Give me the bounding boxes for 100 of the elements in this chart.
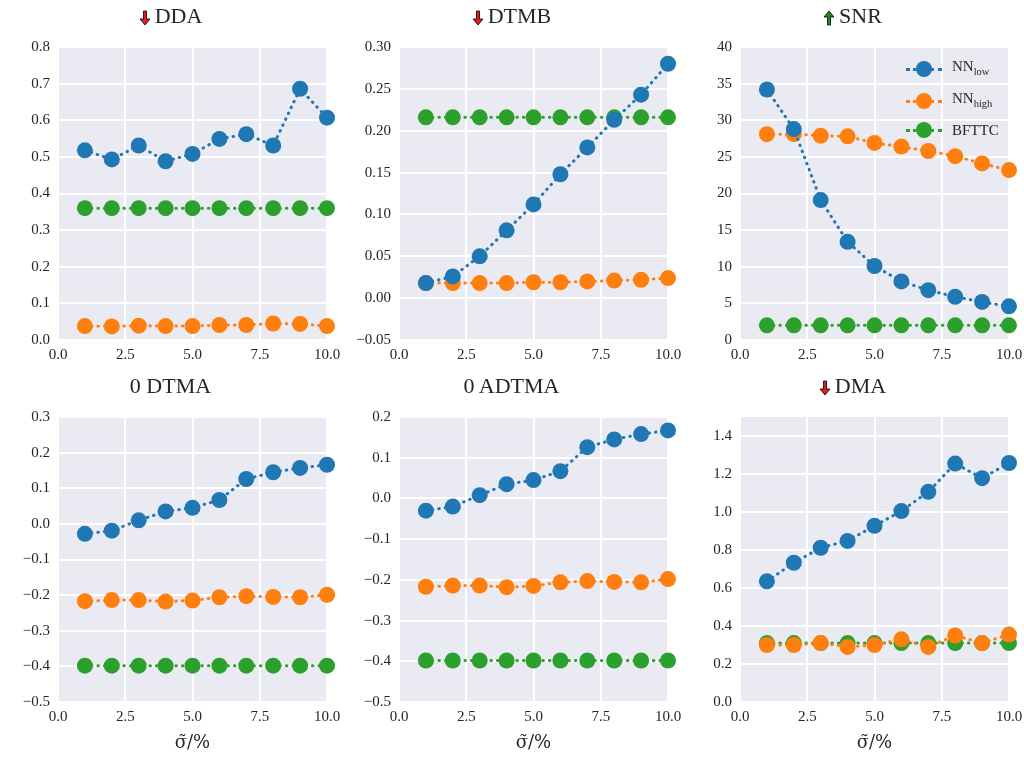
point	[157, 153, 174, 170]
point	[785, 121, 802, 138]
point	[444, 109, 461, 126]
point	[238, 588, 255, 605]
point	[525, 577, 542, 594]
y-tick-label: 0.1	[31, 479, 50, 496]
point	[498, 275, 515, 292]
point	[758, 573, 775, 590]
point	[76, 318, 93, 335]
y-tick-label: 0.8	[713, 540, 732, 557]
point	[525, 109, 542, 126]
y-tick-label: 30	[717, 111, 732, 128]
point	[130, 200, 147, 217]
y-tick-label: 0.1	[372, 448, 391, 465]
point	[292, 657, 309, 674]
point	[238, 126, 255, 143]
point	[238, 470, 255, 487]
x-tick-label: 2.5	[115, 708, 135, 725]
x-tick-label: 0.0	[389, 708, 409, 725]
point	[157, 318, 174, 335]
y-tick-label: 5	[724, 294, 732, 311]
point	[444, 652, 461, 669]
point	[866, 317, 883, 334]
y-tick-label: 0.0	[372, 489, 391, 506]
y-tick-label: −0.1	[363, 530, 391, 547]
x-tick-label: 7.5	[591, 346, 611, 363]
point	[76, 657, 93, 674]
point	[184, 657, 201, 674]
legend-label: NN$_{high}$	[952, 89, 993, 111]
x-tick-label: 7.5	[932, 708, 952, 725]
point	[498, 222, 515, 239]
y-tick-label: 0.1	[31, 294, 50, 311]
point	[184, 499, 201, 516]
point	[76, 525, 93, 542]
point	[319, 456, 335, 473]
y-tick-label: 40	[717, 37, 732, 54]
x-tick-label: 2.5	[797, 708, 817, 725]
point	[157, 593, 174, 610]
y-tick-label: −0.5	[22, 692, 50, 709]
y-tick-label: −0.5	[363, 692, 391, 709]
point	[184, 145, 201, 162]
point	[319, 109, 335, 126]
y-tick-label: −0.4	[363, 652, 392, 669]
y-tick-label: −0.1	[22, 550, 50, 567]
chart-title: SNR	[839, 3, 882, 28]
point	[552, 652, 569, 669]
point	[947, 317, 964, 334]
point	[471, 652, 488, 669]
point	[76, 142, 93, 159]
x-tick-label: 10.0	[995, 708, 1023, 725]
point	[444, 268, 461, 285]
legend-label: NN$_{low}$	[952, 57, 990, 79]
point	[76, 593, 93, 610]
point	[552, 574, 569, 591]
point	[633, 271, 650, 288]
x-tick-label: 7.5	[932, 346, 952, 363]
point	[471, 577, 488, 594]
y-tick-label: 0.2	[31, 257, 50, 274]
point	[471, 275, 488, 292]
point	[552, 463, 569, 480]
x-tick-label: 0.0	[48, 708, 68, 725]
y-tick-label: 0.25	[364, 79, 391, 96]
point	[103, 592, 120, 609]
point	[471, 487, 488, 504]
x-tick-label: 7.5	[591, 708, 611, 725]
y-tick-label: 0.0	[31, 514, 50, 531]
point	[292, 200, 309, 217]
point	[265, 137, 282, 154]
point	[76, 200, 93, 217]
point	[1001, 298, 1017, 315]
y-tick-label: 35	[717, 74, 732, 91]
point	[579, 652, 596, 669]
y-tick-label: 10	[717, 257, 732, 274]
y-tick-label: 25	[717, 147, 732, 164]
x-tick-label: 10.0	[313, 708, 341, 725]
y-tick-label: −0.2	[22, 586, 50, 603]
point	[839, 128, 856, 145]
point	[974, 155, 991, 172]
point	[839, 233, 856, 250]
y-tick-label: 0.3	[31, 221, 50, 238]
point	[211, 130, 228, 147]
point	[812, 539, 829, 556]
x-tick-label: 2.5	[797, 346, 817, 363]
chart-title: 0 DTMA	[129, 373, 212, 398]
point	[920, 282, 937, 299]
point	[552, 109, 569, 126]
point	[157, 200, 174, 217]
point	[103, 657, 120, 674]
point	[417, 578, 434, 595]
point	[947, 148, 964, 165]
point	[920, 483, 937, 500]
y-tick-label: 0.6	[713, 578, 733, 595]
point	[758, 126, 775, 143]
y-tick-label: 1.4	[713, 426, 733, 443]
point	[893, 631, 910, 648]
point	[265, 200, 282, 217]
y-tick-label: −0.2	[363, 570, 391, 587]
y-tick-label: 15	[717, 221, 732, 238]
point	[812, 317, 829, 334]
x-tick-label: 10.0	[313, 346, 341, 363]
